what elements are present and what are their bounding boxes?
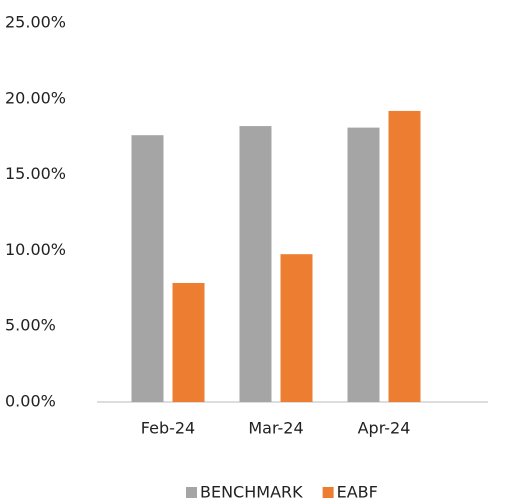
legend-label: BENCHMARK bbox=[200, 483, 303, 502]
y-tick-label: 15.00% bbox=[5, 164, 66, 183]
x-tick-label: Mar-24 bbox=[248, 419, 303, 438]
y-tick-label: 10.00% bbox=[5, 240, 66, 259]
x-tick-label: Apr-24 bbox=[358, 419, 411, 438]
y-tick-label: 0.00% bbox=[5, 392, 56, 411]
legend-label: EABF bbox=[337, 483, 378, 502]
bar bbox=[131, 135, 164, 402]
legend-swatch bbox=[322, 487, 334, 498]
x-tick-label: Feb-24 bbox=[141, 419, 195, 438]
y-tick-label: 25.00% bbox=[5, 13, 66, 32]
bar bbox=[239, 126, 272, 402]
bar bbox=[347, 127, 380, 402]
bar bbox=[388, 110, 421, 402]
legend-swatch bbox=[186, 487, 197, 498]
y-tick-label: 5.00% bbox=[5, 316, 56, 335]
y-tick-label: 20.00% bbox=[5, 88, 66, 107]
bar bbox=[280, 254, 313, 402]
bar bbox=[172, 282, 205, 402]
